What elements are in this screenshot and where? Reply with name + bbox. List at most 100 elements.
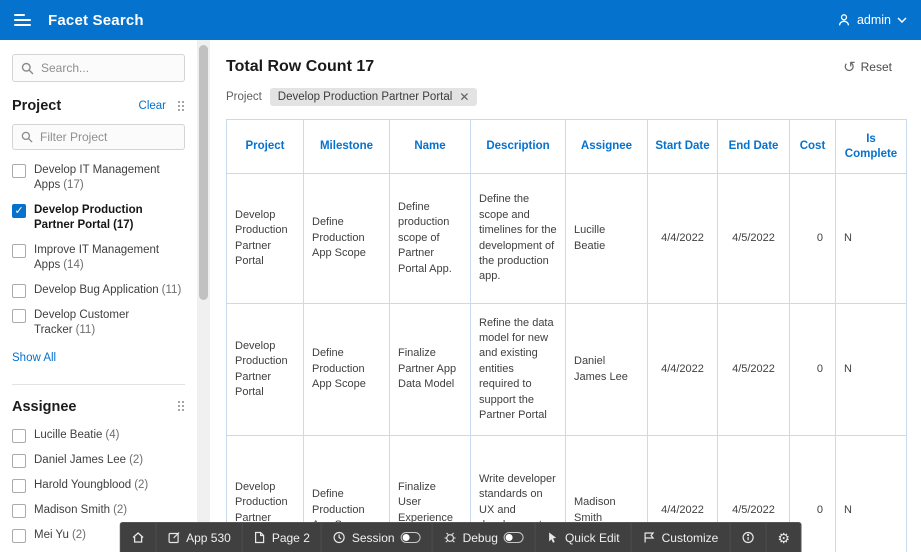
table-header-row: Project Milestone Name Description Assig… bbox=[226, 119, 907, 174]
column-header[interactable]: Assignee bbox=[565, 119, 648, 174]
settings-button[interactable]: ⚙ bbox=[765, 523, 801, 552]
facet-option[interactable]: Daniel James Lee (2) bbox=[12, 453, 185, 468]
checkbox[interactable] bbox=[12, 503, 26, 518]
table-row[interactable]: Develop Production Partner Portal Define… bbox=[226, 173, 907, 304]
cell-start-date: 4/4/2022 bbox=[647, 173, 718, 304]
facet-option[interactable]: Develop Production Partner Portal(17) bbox=[12, 203, 185, 233]
facet-option[interactable]: Improve IT Management Apps (14) bbox=[12, 243, 185, 273]
checkbox[interactable] bbox=[12, 243, 26, 258]
checkbox[interactable] bbox=[12, 283, 26, 298]
app-530-button[interactable]: App 530 bbox=[155, 523, 242, 552]
quick-edit-button[interactable]: Quick Edit bbox=[534, 523, 631, 552]
user-menu[interactable]: admin bbox=[837, 13, 907, 27]
facet-option[interactable]: Mei Yu (2) bbox=[12, 528, 185, 543]
column-header[interactable]: End Date bbox=[717, 119, 790, 174]
facet-option-label: Develop Production Partner Portal bbox=[34, 203, 143, 231]
facet-title-project: Project bbox=[12, 98, 62, 114]
app-title: Facet Search bbox=[48, 11, 144, 29]
home-icon bbox=[131, 531, 144, 544]
facet-option[interactable]: Develop Bug Application (11) bbox=[12, 283, 185, 298]
facet-option[interactable]: Develop Customer Tracker (11) bbox=[12, 308, 185, 338]
facet-option-count: (14) bbox=[63, 258, 84, 271]
project-filter-input[interactable] bbox=[40, 130, 176, 144]
column-header[interactable]: Milestone bbox=[303, 119, 390, 174]
column-header[interactable]: Project bbox=[226, 119, 304, 174]
cell-end-date: 4/5/2022 bbox=[717, 303, 790, 436]
checkbox[interactable] bbox=[12, 164, 26, 178]
search-input[interactable] bbox=[41, 61, 176, 75]
cell-cost: 0 bbox=[789, 303, 836, 436]
hamburger-menu-icon[interactable] bbox=[14, 14, 32, 26]
facet-option-label: Lucille Beatie bbox=[34, 428, 103, 441]
checkbox[interactable] bbox=[12, 528, 26, 543]
cell-end-date: 4/5/2022 bbox=[717, 173, 790, 304]
scrollbar-thumb[interactable] bbox=[199, 45, 208, 300]
home-button[interactable] bbox=[120, 523, 155, 552]
gear-icon: ⚙ bbox=[777, 529, 790, 546]
facet-option[interactable]: Madison Smith (2) bbox=[12, 503, 185, 518]
column-header[interactable]: Start Date bbox=[647, 119, 718, 174]
page-icon bbox=[254, 531, 266, 544]
page-2-button[interactable]: Page 2 bbox=[241, 523, 321, 552]
facet-option-label: Improve IT Management Apps bbox=[34, 243, 160, 271]
facet-option-label: Develop Bug Application bbox=[34, 283, 159, 296]
show-all-projects-link[interactable]: Show All bbox=[12, 351, 57, 364]
cell-name: Finalize Partner App Data Model bbox=[389, 303, 471, 436]
total-row-count: Total Row Count 17 bbox=[226, 58, 375, 75]
facet-section-assignee: Assignee Lucille Beatie (4) Daniel James … bbox=[12, 383, 185, 552]
cell-is-complete: N bbox=[835, 435, 907, 552]
facet-menu-icon[interactable] bbox=[178, 100, 185, 112]
cell-project: Develop Production Partner Portal bbox=[226, 303, 304, 436]
sidebar-scrollbar[interactable] bbox=[197, 40, 210, 552]
global-search bbox=[12, 54, 185, 82]
facet-option[interactable]: Harold Youngblood (2) bbox=[12, 478, 185, 493]
facet-option-label: Develop Customer Tracker bbox=[34, 308, 130, 336]
facet-option-label: Madison Smith bbox=[34, 503, 111, 516]
table-row[interactable]: Develop Production Partner Portal Define… bbox=[226, 303, 907, 436]
checkbox[interactable] bbox=[12, 478, 26, 493]
checkbox-checked[interactable] bbox=[12, 203, 26, 218]
reset-button[interactable]: ↺ Reset bbox=[843, 58, 892, 76]
info-icon bbox=[741, 531, 754, 544]
column-header[interactable]: Is Complete bbox=[835, 119, 907, 174]
checkbox[interactable] bbox=[12, 308, 26, 323]
debug-button[interactable]: Debug bbox=[431, 523, 535, 552]
clear-project-filter-link[interactable]: Clear bbox=[138, 100, 166, 112]
facet-option-count: (2) bbox=[129, 453, 144, 466]
app-header: Facet Search admin bbox=[0, 0, 921, 40]
remove-filter-icon[interactable]: ✕ bbox=[459, 90, 470, 104]
developer-toolbar: App 530 Page 2 Session Debug Q bbox=[119, 522, 802, 552]
search-icon bbox=[21, 131, 33, 143]
customize-button[interactable]: Customize bbox=[630, 523, 730, 552]
session-button[interactable]: Session bbox=[320, 523, 432, 552]
facet-option-count: (2) bbox=[134, 478, 149, 491]
column-header[interactable]: Description bbox=[470, 119, 566, 174]
checkbox[interactable] bbox=[12, 428, 26, 443]
facet-option[interactable]: Lucille Beatie (4) bbox=[12, 428, 185, 443]
filter-chip[interactable]: Develop Production Partner Portal ✕ bbox=[269, 88, 478, 106]
cell-assignee: Daniel James Lee bbox=[565, 303, 648, 436]
cell-milestone: Define Production App Scope bbox=[303, 173, 390, 304]
session-toggle[interactable] bbox=[400, 532, 421, 543]
cell-description: Refine the data model for new and existi… bbox=[470, 303, 566, 436]
debug-toggle[interactable] bbox=[503, 532, 524, 543]
cell-description: Define the scope and timelines for the d… bbox=[470, 173, 566, 304]
facet-option-count: (17) bbox=[113, 218, 134, 231]
column-header[interactable]: Name bbox=[389, 119, 471, 174]
facet-menu-icon[interactable] bbox=[178, 401, 185, 412]
facet-title-assignee: Assignee bbox=[12, 398, 77, 415]
results-table: Project Milestone Name Description Assig… bbox=[226, 119, 907, 552]
chip-facet-label: Project bbox=[226, 91, 262, 103]
cell-project: Develop Production Partner Portal bbox=[226, 173, 304, 304]
customize-icon bbox=[643, 531, 656, 544]
clock-icon bbox=[333, 531, 346, 544]
reset-icon: ↺ bbox=[843, 58, 856, 76]
project-filter bbox=[12, 124, 185, 150]
facet-option[interactable]: Develop IT Management Apps (17) bbox=[12, 163, 185, 193]
info-button[interactable] bbox=[729, 523, 765, 552]
column-header[interactable]: Cost bbox=[789, 119, 836, 174]
person-icon bbox=[837, 13, 851, 27]
facet-option-count: (17) bbox=[63, 178, 84, 191]
checkbox[interactable] bbox=[12, 453, 26, 468]
